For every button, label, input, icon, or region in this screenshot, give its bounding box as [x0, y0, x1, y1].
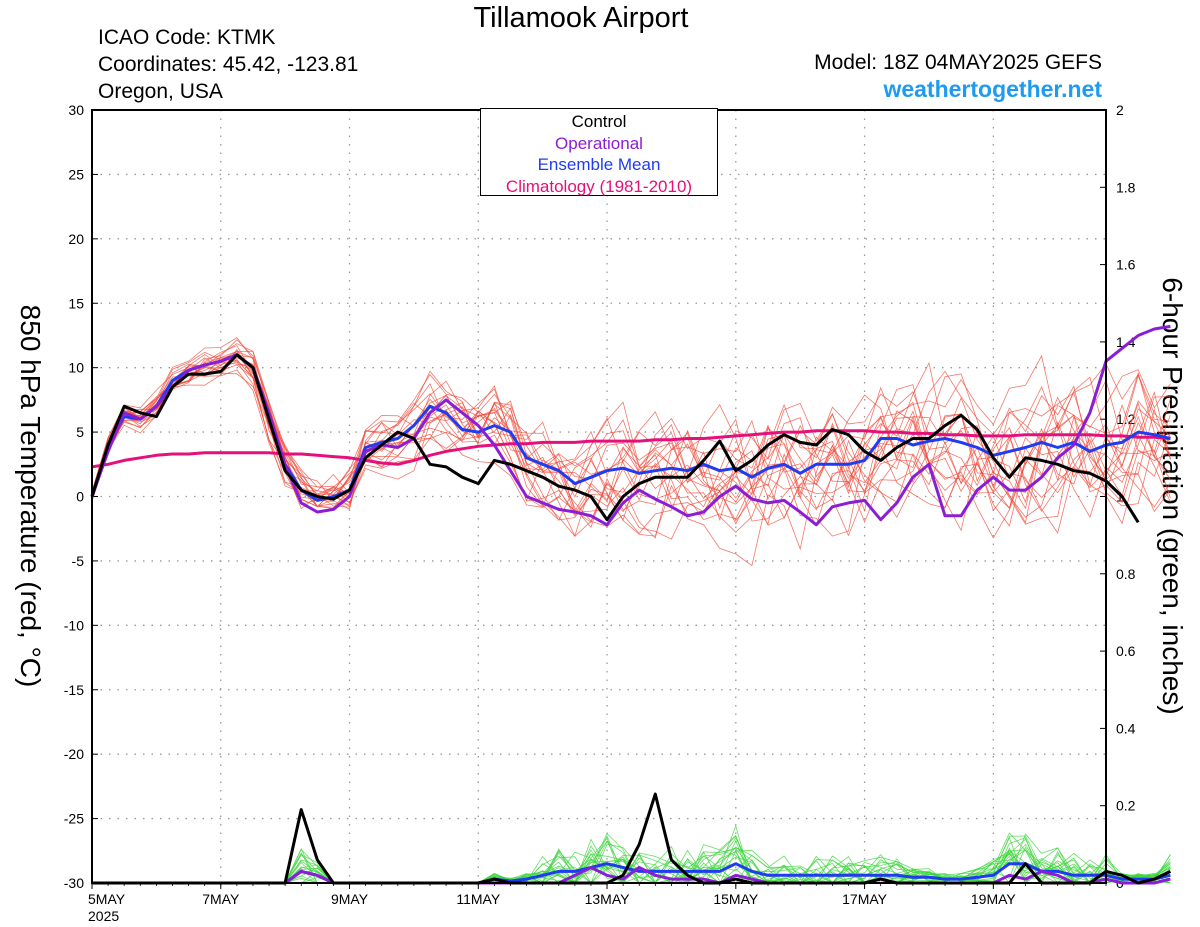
y2-tick-label: 0.2	[1116, 798, 1136, 814]
control-temp-line	[90, 353, 1140, 524]
x-tick-label: 19MAY	[971, 891, 1017, 907]
x-tick-label: 15MAY	[713, 891, 759, 907]
y-tick-label: 5	[76, 424, 84, 440]
y-tick-label: 10	[68, 360, 84, 376]
legend-climatology: Climatology (1981-2010)	[505, 176, 693, 196]
ensemble-member-temp-line	[91, 357, 1171, 519]
y2-tick-label: 1.4	[1116, 334, 1136, 350]
y-tick-label: -5	[72, 553, 85, 569]
y-tick-label: -15	[64, 682, 84, 698]
y-tick-label: 25	[68, 166, 84, 182]
model-run: Model: 18Z 04MAY2025 GEFS	[814, 51, 1102, 74]
y2-tick-label: 0.6	[1116, 643, 1136, 659]
y-tick-label: 30	[68, 102, 84, 118]
y2-tick-label: 0.8	[1116, 566, 1136, 582]
y-tick-label: -25	[64, 811, 84, 827]
coordinates: Coordinates: 45.42, -123.81	[98, 53, 359, 76]
y-tick-label: 20	[68, 231, 84, 247]
legend-ensemble-mean: Ensemble Mean	[537, 155, 661, 174]
operational-temp-line	[90, 324, 1171, 527]
x-tick-label: 5MAY	[88, 891, 126, 907]
y-tick-label: -10	[64, 617, 84, 633]
x-tick-label: 13MAY	[585, 891, 631, 907]
y2-tick-label: 2	[1116, 102, 1124, 118]
y-tick-label: 15	[68, 295, 84, 311]
y-tick-label: -20	[64, 746, 84, 762]
climatology-temp-line	[91, 429, 1171, 469]
chart-title: Tillamook Airport	[473, 2, 689, 34]
y-tick-label: -30	[64, 875, 84, 891]
x-tick-label: 17MAY	[842, 891, 888, 907]
website-link[interactable]: weathertogether.net	[883, 76, 1102, 102]
legend-control: Control	[571, 112, 627, 131]
y2-tick-label: 0.4	[1116, 720, 1136, 736]
ensemble-member-temp-line	[91, 339, 1171, 511]
x-tick-label: 7MAY	[202, 891, 240, 907]
legend: Control Operational Ensemble Mean Climat…	[480, 108, 718, 196]
x-tick-sublabel: 2025	[88, 908, 119, 924]
plot-frame	[91, 109, 1107, 884]
x-tick-label: 9MAY	[331, 891, 369, 907]
y-tick-label: 0	[76, 489, 84, 505]
x-tick-label: 11MAY	[456, 891, 500, 907]
region: Oregon, USA	[98, 80, 223, 103]
icao-code: ICAO Code: KTMK	[98, 26, 276, 49]
y2-tick-label: 1.6	[1116, 257, 1136, 273]
legend-operational: Operational	[555, 133, 643, 153]
y2-tick-label: 1.8	[1116, 179, 1136, 195]
